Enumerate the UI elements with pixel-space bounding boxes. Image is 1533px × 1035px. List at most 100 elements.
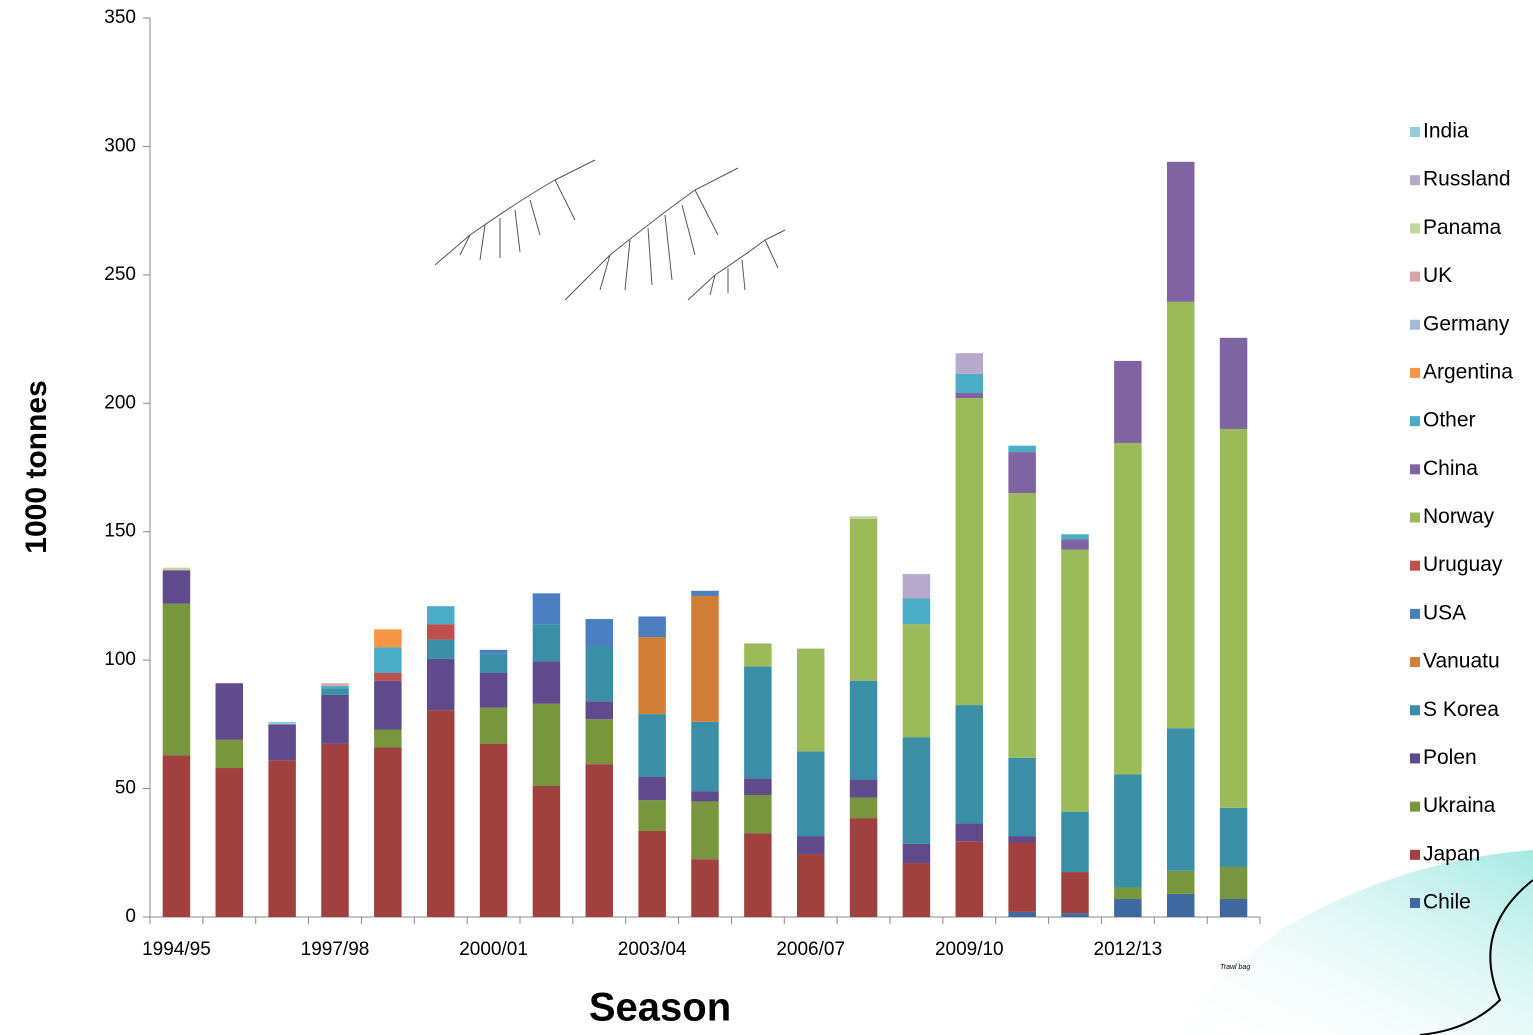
bar-segment	[902, 843, 931, 864]
bar-segment	[374, 672, 402, 681]
bar-segment	[796, 751, 825, 837]
legend-swatch	[1410, 271, 1420, 282]
bar-segment	[162, 603, 191, 756]
bar-segment	[638, 637, 666, 715]
legend-swatch	[1410, 657, 1420, 668]
bar-segment	[849, 818, 878, 917]
bar-segment	[426, 606, 455, 625]
bar-segment	[1166, 728, 1195, 871]
bar-segment	[479, 672, 508, 708]
bar-segment	[1061, 913, 1089, 917]
bar-segment	[1061, 534, 1089, 540]
bar-segment	[691, 590, 719, 596]
bar-segment	[215, 768, 244, 917]
bar-segment	[321, 694, 349, 744]
legend-label: Japan	[1423, 842, 1480, 865]
bar-segment	[215, 739, 244, 769]
bar-segment	[849, 680, 878, 780]
bar-segment	[374, 680, 402, 730]
bar-segment	[849, 797, 878, 819]
legend-swatch	[1410, 512, 1420, 523]
bar-segment	[479, 653, 508, 673]
bar-segment	[374, 729, 402, 748]
bar-segment	[1166, 301, 1195, 729]
y-tick-label: 300	[104, 135, 136, 156]
legend-label: Ukraina	[1423, 794, 1496, 817]
bar-segment	[1219, 807, 1248, 867]
bar-segment	[902, 574, 931, 599]
bar-segment	[585, 646, 614, 702]
bar-segment	[426, 639, 455, 659]
bar-segment	[585, 764, 614, 917]
bar-segment	[1008, 842, 1036, 912]
legend-swatch	[1410, 898, 1420, 908]
bar-segment	[638, 616, 666, 638]
legend-swatch	[1410, 801, 1420, 812]
y-axis-label: 1000 tonnes	[20, 380, 53, 553]
x-axis-label: Season	[589, 986, 731, 1030]
bar-segment	[1166, 870, 1195, 894]
bar-segment	[638, 714, 666, 778]
bar-segment	[902, 737, 931, 844]
legend-swatch	[1410, 849, 1420, 860]
legend-swatch	[1410, 175, 1420, 186]
legend-label: Panama	[1423, 216, 1502, 239]
x-tick-label: 1994/95	[142, 939, 211, 960]
bar-segment	[691, 721, 719, 792]
bar-segment	[479, 649, 508, 654]
bar-segment	[955, 373, 984, 394]
legend-swatch	[1410, 127, 1420, 137]
bar-segment	[426, 624, 455, 640]
y-tick-label: 50	[115, 778, 136, 799]
bar-segment	[1008, 493, 1036, 758]
bar-segment	[638, 800, 666, 831]
bar-segment	[268, 760, 296, 917]
legend-label: Russland	[1423, 168, 1511, 191]
legend-label: China	[1423, 457, 1478, 480]
bar-segment	[1008, 452, 1036, 494]
bar-segment	[902, 624, 931, 738]
bar-segment	[321, 688, 349, 695]
bar-segment	[162, 755, 191, 917]
bar-segment	[162, 567, 191, 571]
bar-segment	[374, 747, 402, 917]
bar-segment	[1008, 757, 1036, 837]
legend-swatch	[1410, 705, 1420, 716]
y-tick-label: 150	[104, 521, 136, 542]
bar-segment	[321, 685, 349, 689]
bar-segment	[374, 647, 402, 673]
background-decoration	[1150, 850, 1533, 1035]
x-tick-label: 2003/04	[618, 939, 687, 960]
y-tick-label: 0	[125, 906, 136, 927]
legend-label: USA	[1423, 601, 1466, 624]
bar-segment	[1219, 866, 1248, 900]
y-tick-label: 350	[104, 7, 136, 28]
bar-segment	[902, 863, 931, 917]
x-tick-label: 2009/10	[935, 939, 1004, 960]
bar-segment	[532, 624, 561, 662]
bar-segment	[1219, 428, 1248, 808]
bar-segment	[955, 393, 984, 399]
legend-label: Uruguay	[1423, 553, 1503, 576]
bar-segment	[1114, 443, 1142, 775]
bar-segment	[162, 570, 191, 604]
bar-segment	[585, 701, 614, 720]
bar-segment	[796, 836, 825, 855]
bar-segment	[1166, 893, 1195, 917]
legend-label: Argentina	[1423, 360, 1513, 383]
legend-label: Vanuatu	[1423, 650, 1500, 673]
bar-segment	[479, 743, 508, 917]
bar-segment	[532, 593, 561, 625]
bar-segment	[426, 710, 455, 917]
bar-segment	[532, 703, 561, 787]
trawl-line	[1419, 879, 1533, 1035]
bar-segment	[532, 786, 561, 917]
legend-label: Germany	[1423, 312, 1510, 335]
bar-segment	[744, 794, 772, 834]
bar-segment	[1061, 872, 1089, 914]
bar-segment	[585, 619, 614, 647]
bar-segment	[1166, 161, 1195, 302]
bar-segment	[1008, 836, 1036, 843]
legend-swatch	[1410, 367, 1420, 378]
